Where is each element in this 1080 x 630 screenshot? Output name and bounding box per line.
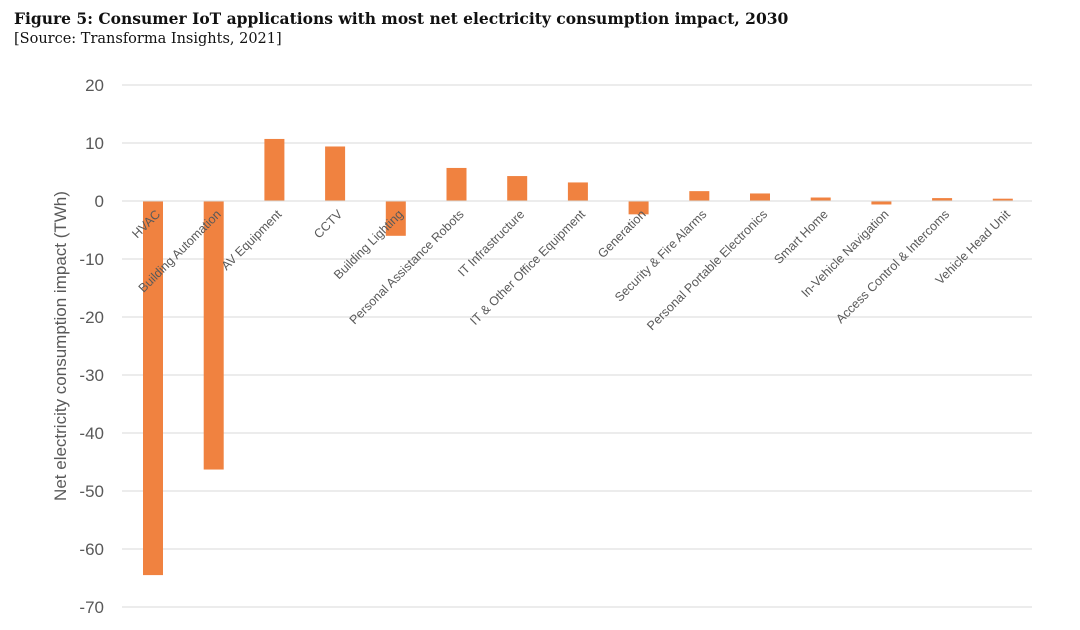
y-tick-label: 10 xyxy=(85,134,104,153)
category-label: Personal Portable Electronics xyxy=(644,207,770,333)
bar xyxy=(446,167,467,201)
category-label: Generation xyxy=(595,207,649,261)
gridlines xyxy=(122,84,1032,608)
category-label: Access Control & Intercoms xyxy=(833,207,952,326)
bars xyxy=(143,138,1013,576)
bar xyxy=(932,198,953,201)
figure-title: Figure 5: Consumer IoT applications with… xyxy=(14,9,789,28)
category-label: CCTV xyxy=(311,207,345,241)
bar xyxy=(871,201,892,205)
y-tick-label: -50 xyxy=(79,482,104,501)
bar xyxy=(689,191,710,201)
figure-source: [Source: Transforma Insights, 2021] xyxy=(14,31,282,47)
bar xyxy=(325,146,346,201)
bar xyxy=(567,182,588,201)
bar xyxy=(628,201,649,215)
bar xyxy=(203,201,224,470)
bar xyxy=(385,201,406,236)
category-label: IT & Other Office Equipment xyxy=(467,207,588,328)
bar xyxy=(750,193,770,201)
y-tick-label: -70 xyxy=(79,598,104,617)
category-label: AV Equipment xyxy=(219,207,285,273)
y-tick-label: -20 xyxy=(79,308,104,327)
y-tick-label: -30 xyxy=(79,366,104,385)
y-tick-label: 20 xyxy=(85,76,104,95)
bar xyxy=(810,197,831,201)
category-label: Smart Home xyxy=(771,207,831,267)
y-tick-label: -10 xyxy=(79,250,104,269)
y-tick-label: 0 xyxy=(95,192,104,211)
bar xyxy=(507,176,528,201)
category-label: Personal Assistance Robots xyxy=(347,207,467,327)
bar xyxy=(992,198,1013,201)
y-tick-label: -40 xyxy=(79,424,104,443)
y-axis-ticks: 20 10 0 -10 -20 -30 -40 -50 -60 -70 xyxy=(79,76,104,617)
y-tick-label: -60 xyxy=(79,540,104,559)
y-axis-title: Net electricity consumption impact (TWh) xyxy=(51,191,70,501)
bar xyxy=(264,138,285,201)
bar xyxy=(143,201,163,576)
